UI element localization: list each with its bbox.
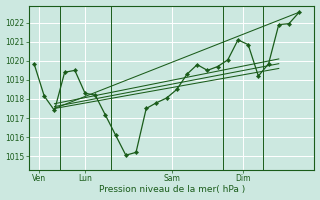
X-axis label: Pression niveau de la mer( hPa ): Pression niveau de la mer( hPa ) bbox=[99, 185, 245, 194]
